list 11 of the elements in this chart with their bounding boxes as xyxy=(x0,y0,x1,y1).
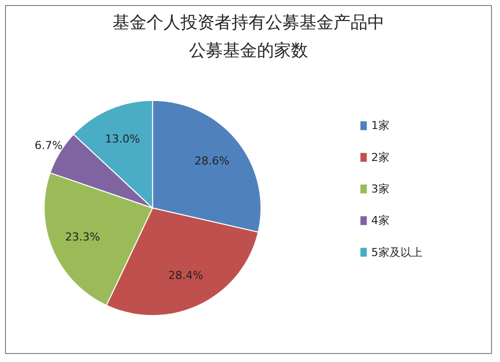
legend-label: 2家 xyxy=(371,150,390,164)
chart-title: 基金个人投资者持有公募基金产品中公募基金的家数 xyxy=(112,13,384,62)
legend-label: 5家及以上 xyxy=(371,246,422,259)
data-label: 23.3% xyxy=(65,230,100,244)
data-label: 28.6% xyxy=(194,154,230,168)
data-label: 13.0% xyxy=(104,132,140,146)
legend-label: 1家 xyxy=(371,119,390,132)
data-label: 6.7% xyxy=(34,139,63,152)
data-label: 28.4% xyxy=(168,269,204,282)
legend-label: 3家 xyxy=(371,182,390,196)
legend-label: 4家 xyxy=(371,214,390,228)
